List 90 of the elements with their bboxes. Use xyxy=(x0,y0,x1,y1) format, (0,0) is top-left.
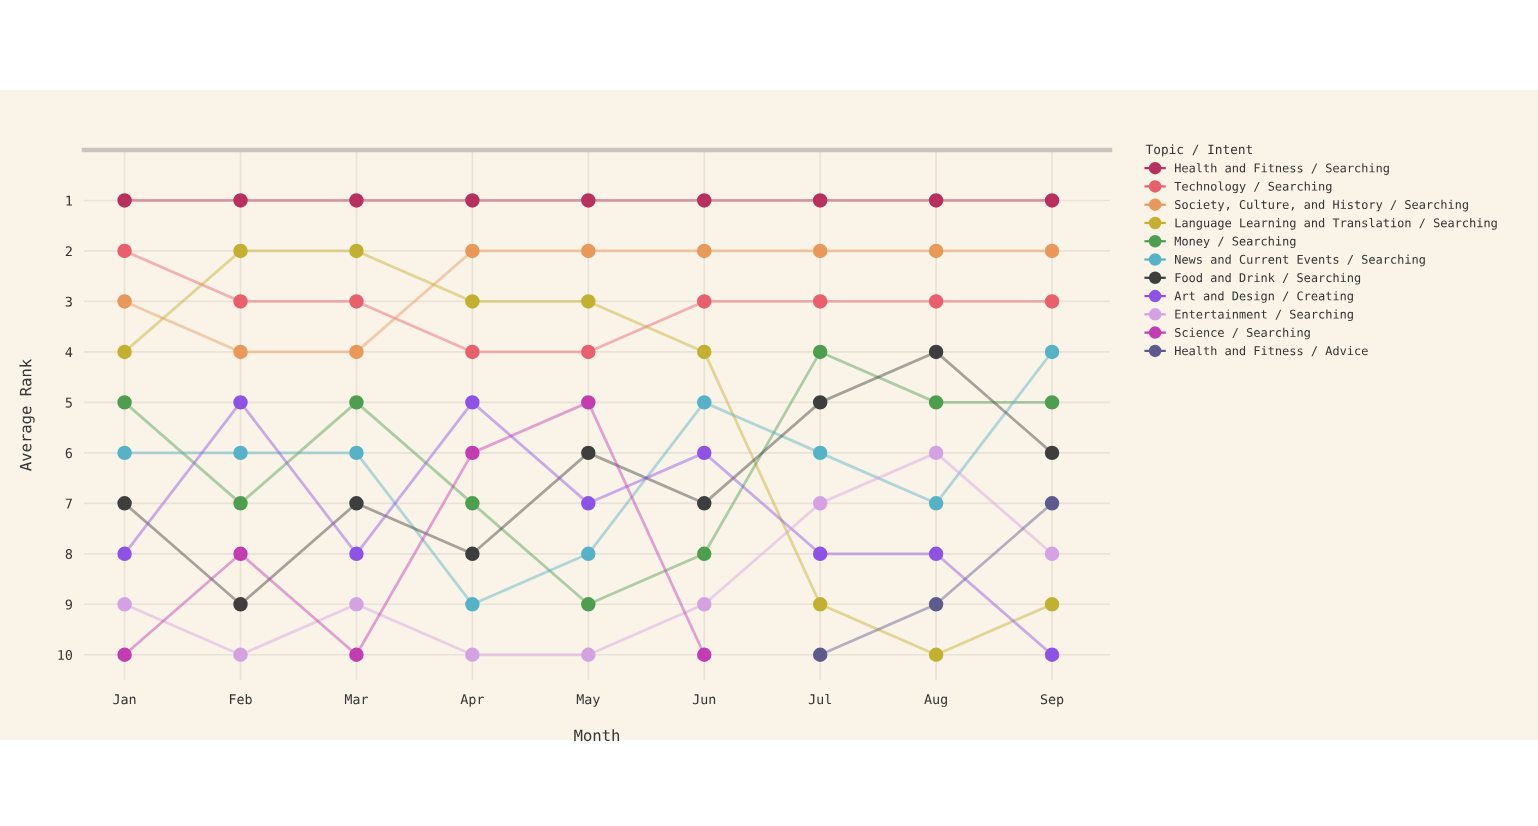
point xyxy=(349,546,364,562)
point xyxy=(812,445,828,461)
point xyxy=(697,597,712,612)
point xyxy=(465,597,480,612)
point xyxy=(928,294,944,309)
point xyxy=(233,496,248,511)
point xyxy=(697,395,712,410)
point xyxy=(697,647,712,662)
point xyxy=(812,546,828,562)
point xyxy=(465,193,480,208)
point xyxy=(1044,445,1060,461)
point xyxy=(465,243,480,259)
point xyxy=(117,344,132,360)
point xyxy=(812,395,828,410)
point xyxy=(812,294,828,309)
point xyxy=(117,647,132,662)
point xyxy=(1044,496,1060,511)
point xyxy=(465,344,480,360)
point xyxy=(928,445,944,461)
point xyxy=(233,243,248,259)
point xyxy=(233,597,248,612)
point xyxy=(349,496,364,511)
point xyxy=(117,243,132,259)
point xyxy=(812,344,828,360)
point xyxy=(812,243,828,259)
point xyxy=(1044,395,1060,410)
point xyxy=(697,496,712,511)
point xyxy=(581,344,596,360)
point xyxy=(812,647,828,662)
point xyxy=(117,193,132,208)
point xyxy=(349,243,364,259)
point xyxy=(465,445,480,461)
point xyxy=(117,395,132,410)
point xyxy=(697,546,712,562)
point xyxy=(1044,597,1060,612)
point xyxy=(117,546,132,562)
point xyxy=(928,647,944,662)
point xyxy=(581,546,596,562)
point xyxy=(1044,546,1060,562)
point xyxy=(812,496,828,511)
point xyxy=(117,294,132,309)
point xyxy=(233,395,248,410)
point xyxy=(233,445,248,461)
point xyxy=(1044,243,1060,259)
point xyxy=(1044,294,1060,309)
point xyxy=(117,597,132,612)
point xyxy=(349,395,364,410)
point xyxy=(812,597,828,612)
point xyxy=(928,597,944,612)
point xyxy=(697,193,712,208)
point xyxy=(349,597,364,612)
point xyxy=(928,546,944,562)
point xyxy=(1044,344,1060,360)
point xyxy=(581,496,596,511)
point xyxy=(233,546,248,562)
point xyxy=(581,647,596,662)
point xyxy=(928,496,944,511)
point xyxy=(117,445,132,461)
point xyxy=(233,647,248,662)
point xyxy=(928,193,944,208)
point xyxy=(117,496,132,511)
point xyxy=(465,546,480,562)
point xyxy=(581,243,596,259)
point xyxy=(349,193,364,208)
point xyxy=(465,395,480,410)
point xyxy=(465,496,480,511)
point xyxy=(928,395,944,410)
point xyxy=(697,445,712,461)
point xyxy=(928,243,944,259)
point xyxy=(465,647,480,662)
point xyxy=(1044,647,1060,662)
point xyxy=(233,193,248,208)
point xyxy=(581,395,596,410)
point xyxy=(349,647,364,662)
point xyxy=(349,445,364,461)
point xyxy=(233,344,248,360)
point xyxy=(465,294,480,309)
point xyxy=(581,193,596,208)
point xyxy=(581,445,596,461)
point xyxy=(812,193,828,208)
point xyxy=(349,344,364,360)
point xyxy=(233,294,248,309)
point xyxy=(928,344,944,360)
point xyxy=(1044,193,1060,208)
point xyxy=(349,294,364,309)
point xyxy=(697,294,712,309)
point xyxy=(697,344,712,360)
point xyxy=(581,597,596,612)
point xyxy=(581,294,596,309)
point xyxy=(697,243,712,259)
